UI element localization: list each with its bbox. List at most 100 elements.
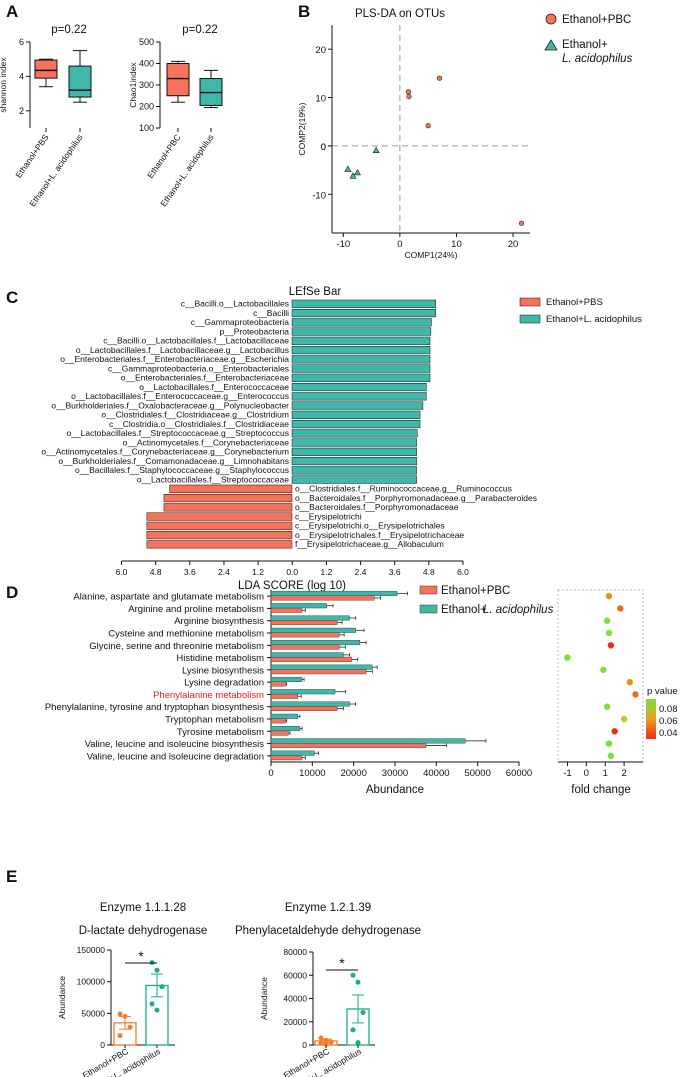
y-tick-label: 20 [315,45,326,56]
x-tick-label: 1.2 [320,567,332,577]
lda-bar [291,383,427,392]
lda-bar [291,318,432,327]
abundance-bar [270,632,340,638]
x-tick-label: Ethanol+PBS [13,132,51,180]
pathway-label: Lysine biosynthesis [182,665,264,676]
abundance-bar [270,615,350,621]
abundance-bar [270,693,299,699]
legend-swatch [519,314,541,324]
taxon-label: o__Lactobacillales.f__Lactobacillaceae.g… [76,345,289,355]
significance-star: * [138,948,144,964]
taxon-label: o__Burkholderiales.f__Oxalobacteraceae.g… [51,400,289,410]
x-axis-label: fold change [571,784,630,796]
taxon-label: c__Gammaproteobacteria.o__Enterobacteria… [108,363,289,373]
colorbar-tick-label: 0.08 [659,704,678,715]
pathway-label: Cysteine and methionine metabolism [108,629,264,640]
lda-bar [291,364,431,373]
taxon-label: o__Bacteroidales.f__Porphyromonadaceae.g… [295,493,537,503]
colorbar-title: p value [647,686,678,697]
sample-point [355,1040,361,1046]
abundance-bar [270,742,427,748]
x-tick-label: 2 [621,768,626,779]
x-tick-label: 0.0 [286,567,298,577]
x-tick-label: 0 [268,768,273,779]
significance-star: * [339,955,345,971]
taxon-label: o__Bacillales.f__Staphylococcaceae.g__St… [75,465,289,475]
lda-bar [291,466,417,475]
legend-label: Ethanol+PBC [562,14,631,26]
y-tick-label: 20000 [283,1017,307,1027]
taxon-label: c__Bacilli.o__Lactobacillales.f__Lactoba… [103,336,289,346]
chart-title: LEfSe Bar [289,286,342,298]
legend-marker [544,39,558,51]
sample-point [355,979,361,985]
abundance-bar [270,603,327,609]
lda-bar [291,410,421,419]
taxon-label: o__Clostridiales.f__Clostridiaceae.g__Cl… [101,410,289,420]
x-tick-label: 20 [508,239,519,250]
pathway-label: Lysine degradation [184,678,264,689]
chao1-boxplot: p=0.22 100 200 300 400 500 Chao1index Ethanol+P… [128,24,223,208]
plot-frame [557,589,644,763]
pathway-label: Tryptophan metabolism [165,715,264,726]
x-tick-label: 1 [603,768,608,779]
data-point [406,93,412,100]
fold-change-point [611,728,618,735]
x-axis-label: COMP1(24%) [405,250,458,260]
pathway-label: Histidine metabolism [176,653,264,664]
y-tick-label: 60000 [283,970,307,980]
p-value-label: p=0.22 [51,24,87,36]
taxon-label: o__Actinomycetales.f__Corynebacteriaceae [123,437,290,447]
x-tick-label: 0 [397,239,402,250]
sample-point [127,1024,133,1030]
pathway-label: Phenylalanine metabolism [153,690,264,701]
y-tick-label: 150000 [77,945,106,955]
taxon-label: o__Lactobacillales.f__Streptococcaceae [137,474,289,484]
taxon-label: o__Enterobacteriales.f__Enterobacteriace… [60,354,289,364]
legend-swatch [419,585,438,595]
lda-bar [291,309,436,318]
sample-point [159,984,165,990]
x-tick-label: 0 [584,768,589,779]
colorbar [646,699,656,739]
sample-point [328,1039,334,1045]
fold-change-point [603,617,611,624]
x-tick-label: 2.4 [355,567,367,577]
pathway-label: Glycine, serine and threonine metabolism [89,641,264,652]
pathway-abundance-chart: Alanine, aspartate and glutamate metabol… [45,585,554,796]
enzyme-1-2-1-39-chart: Enzyme 1.2.1.39 Phenylacetaldehyde dehydr… [235,902,421,1077]
abundance-bar [270,755,303,761]
panel-label-a: A [6,2,18,21]
sample-point [360,1009,366,1015]
panel-label-c: C [6,288,18,307]
taxon-label: c__Gammaproteobacteria [191,317,290,327]
sample-point [318,1035,324,1041]
abundance-bar [270,656,352,662]
x-tick-label: 50000 [464,768,490,779]
y-tick-label: 6 [19,37,24,47]
lda-bar [291,299,436,308]
taxon-label: p__Proteobacteria [220,326,290,336]
y-axis-label: shannon index [0,57,8,113]
x-tick-label: -1 [563,768,571,779]
y-tick-label: 50000 [81,1008,105,1018]
legend-label: Ethanol+ [441,604,487,616]
fold-change-point [605,592,613,600]
x-tick-label: 2.4 [218,567,230,577]
taxon-label: o__Clostridiales.f__Ruminococcaceae.g__R… [295,484,512,494]
fold-change-point [605,740,613,747]
y-tick-label-zero: 0 [321,142,326,153]
taxon-label: c__Erysipelotrichi [295,511,362,521]
x-tick-label: 6.0 [116,567,128,577]
sample-point [350,972,356,978]
y-axis-label: Abundance [57,976,67,1019]
lda-bar [291,429,418,438]
fold-change-dotplot: -1 0 1 2 fold change p value 0.080.060.04 [557,589,678,796]
y-tick-label: 200 [139,102,154,112]
abundance-bar [270,620,338,626]
abundance-bar [270,644,340,650]
chart-title: PLS-DA on OTUs [355,8,445,20]
y-tick-label: 0 [100,1040,105,1050]
lda-bar [146,540,293,549]
